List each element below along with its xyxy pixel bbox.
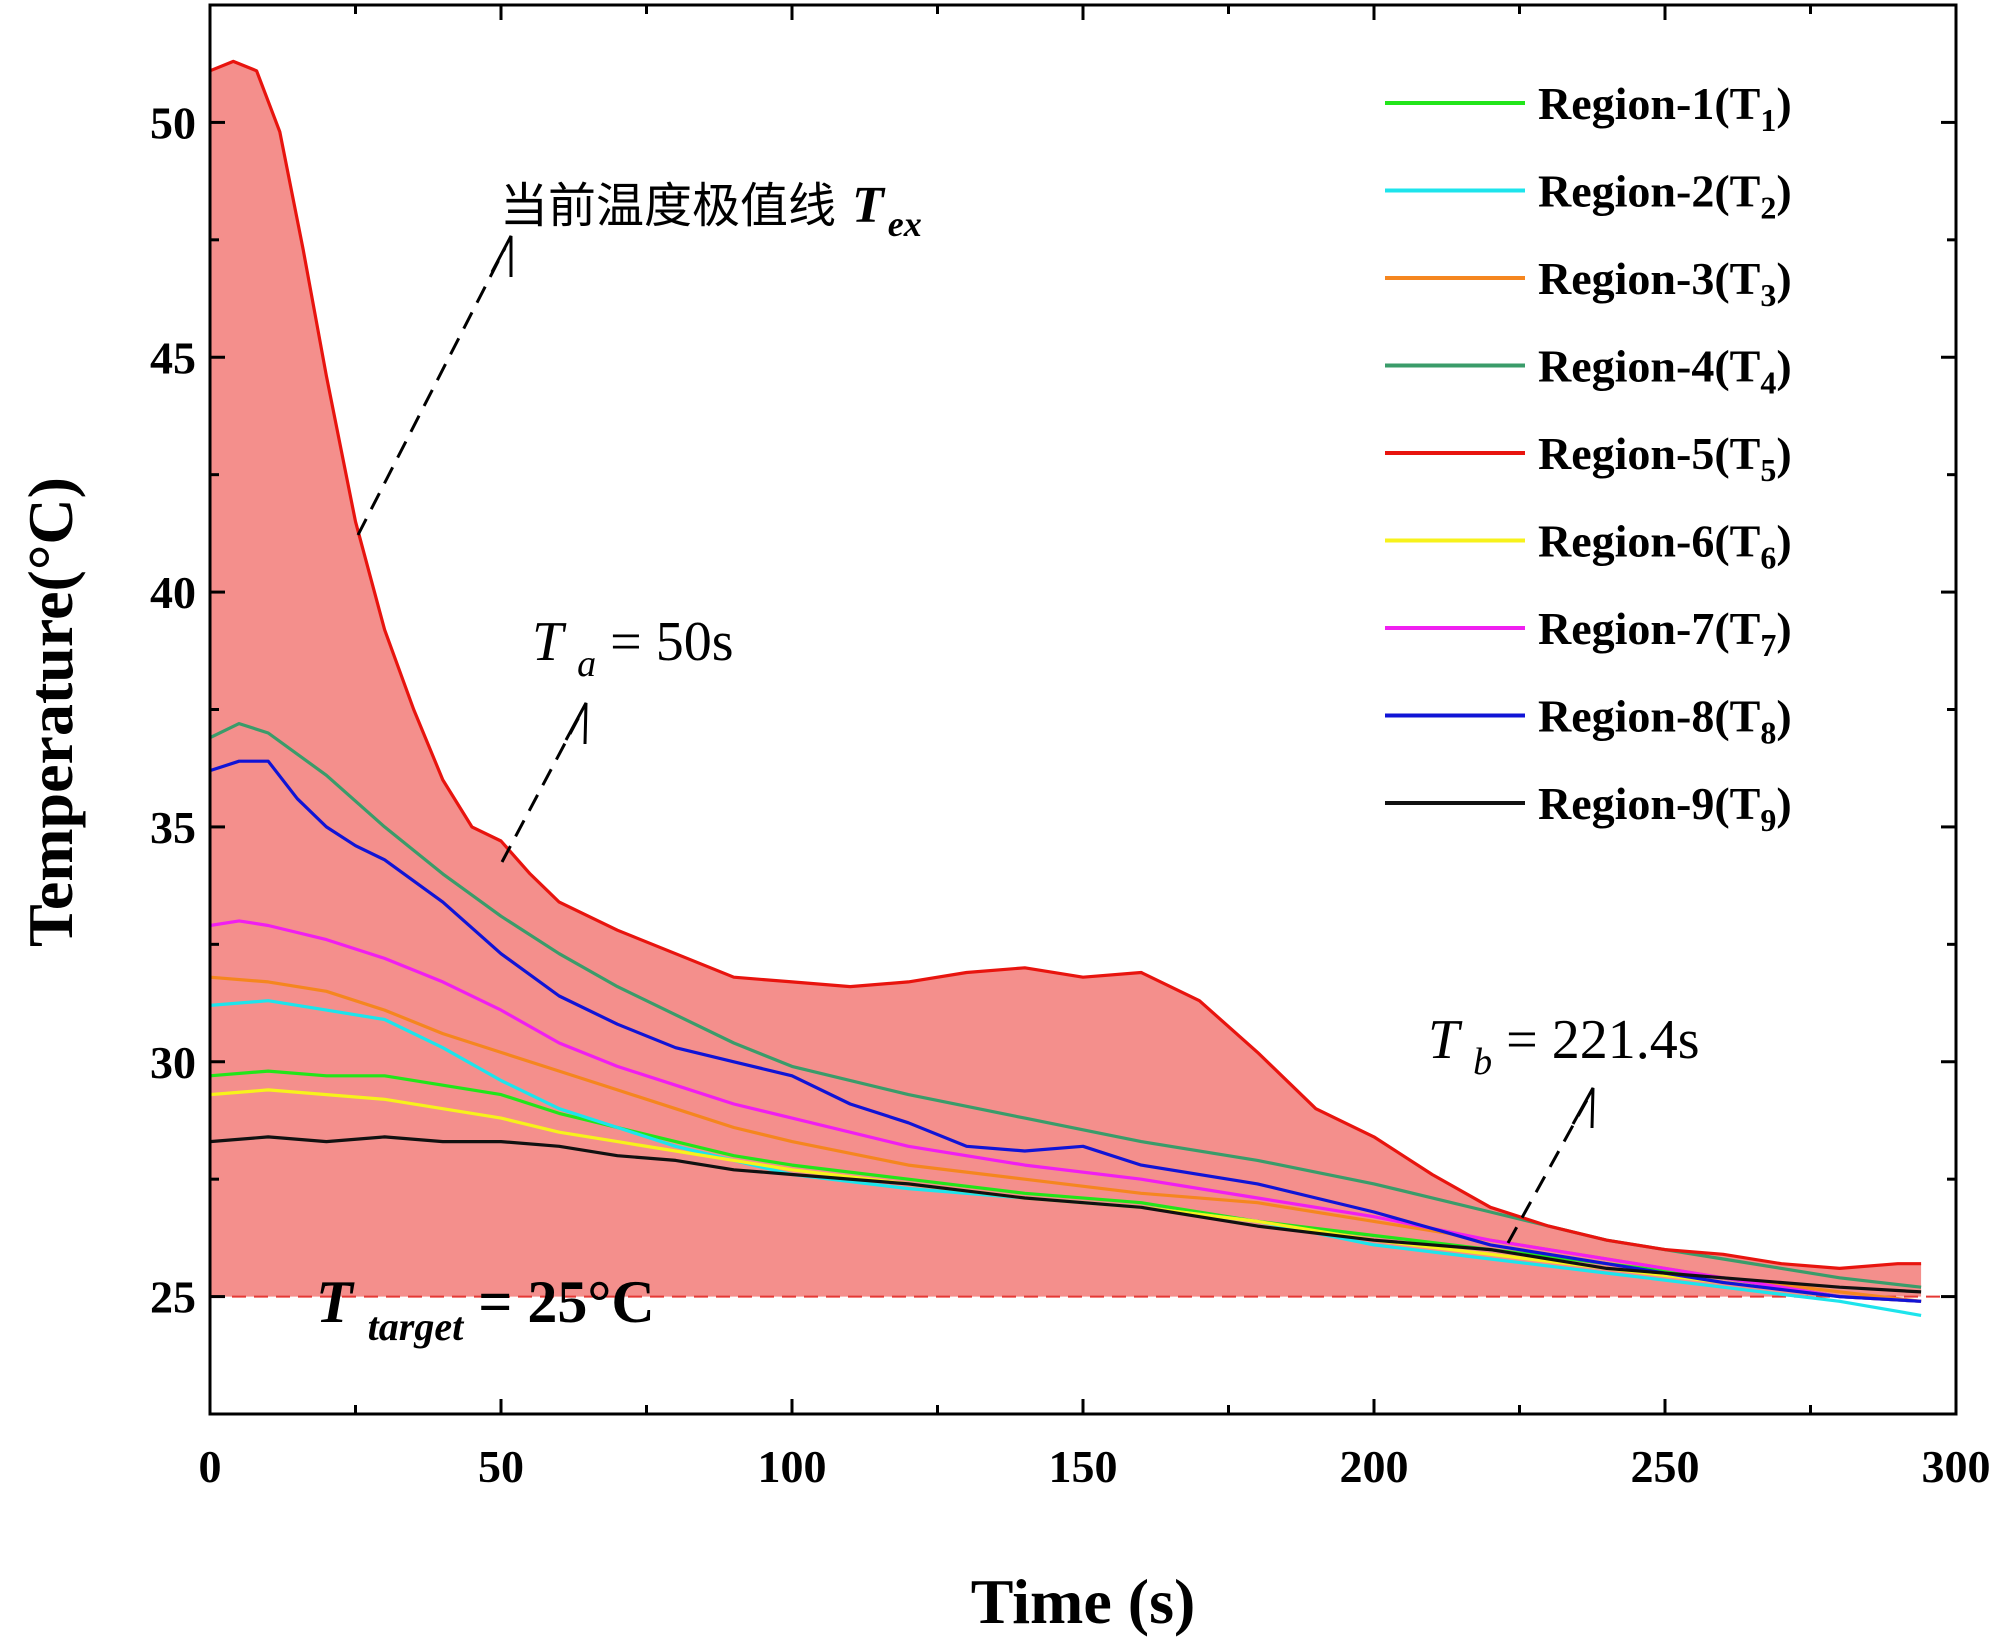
x-tick-label: 50 (478, 1441, 524, 1492)
legend-label-region-5: Region-5(T5) (1538, 428, 1792, 488)
annotation-tex-cn: 当前温度极值线 (500, 178, 836, 234)
series-line-region-5 (209, 59, 1922, 1271)
annotation-tex-sub: ex (888, 204, 922, 244)
annotation-tex: 当前温度极值线 T ex (500, 177, 922, 244)
x-tick-label: 0 (199, 1441, 222, 1492)
y-tick-label: 40 (150, 567, 196, 618)
annotation-tb-rest: = 221.4s (1506, 1009, 1699, 1071)
y-tick-label: 45 (150, 332, 196, 383)
legend-label-region-3: Region-3(T3) (1538, 253, 1792, 313)
annotation-ttarget-rest: = 25°C (478, 1269, 655, 1335)
annotation-tex-symbol: T (852, 177, 886, 234)
y-tick-label: 25 (150, 1272, 196, 1323)
annotation-ttarget-symbol: T (316, 1269, 355, 1335)
annotation-ta-rest: = 50s (610, 611, 733, 673)
annotation-tb-sub: b (1473, 1041, 1492, 1083)
series-lines-layer (209, 59, 1922, 1317)
fill-area-layer (210, 61, 1922, 1297)
x-axis-title: Time (s) (971, 1566, 1196, 1637)
legend-label-region-8: Region-8(T8) (1538, 691, 1792, 751)
x-tick-label: 150 (1049, 1441, 1118, 1492)
legend: Region-1(T1) Region-2(T2) Region-3(T3) Regi… (1385, 78, 1792, 838)
annotation-ttarget-sub: target (368, 1304, 465, 1349)
series-line-region-9 (209, 1135, 1922, 1294)
arrow-tex-line (356, 247, 507, 536)
annotation-ta-sub: a (577, 643, 596, 685)
legend-label-region-9: Region-9(T9) (1538, 778, 1792, 838)
legend-label-region-6: Region-6(T6) (1538, 516, 1792, 576)
annotations-layer: 当前温度极值线 T ex T a = 50s T b = 221.4s T ta… (316, 177, 1700, 1353)
legend-label-region-7: Region-7(T7) (1538, 603, 1792, 663)
legend-label-region-1: Region-1(T1) (1538, 78, 1792, 138)
annotation-ta-symbol: T (532, 611, 567, 673)
y-tick-label: 30 (150, 1037, 196, 1088)
legend-label-region-2: Region-2(T2) (1538, 166, 1792, 226)
x-tick-label: 300 (1922, 1441, 1991, 1492)
annotation-tb: T b = 221.4s (1428, 1009, 1700, 1087)
legend-label-region-4: Region-4(T4) (1538, 341, 1792, 401)
fill-area-region-5 (210, 61, 1922, 1297)
x-tick-label: 200 (1340, 1441, 1409, 1492)
x-tick-label: 100 (758, 1441, 827, 1492)
series-line-region-8 (209, 759, 1922, 1303)
y-axis-title: Temperature(°C) (15, 477, 86, 947)
annotation-tb-symbol: T (1428, 1009, 1463, 1071)
arrow-ta-head (564, 702, 588, 745)
axis-ticks-layer: 0 50 100 150 200 250 300 25 30 35 40 45 50 (150, 3, 1991, 1492)
arrow-tex-head (490, 235, 513, 277)
y-tick-label: 35 (150, 802, 196, 853)
annotation-ttarget: T target = 25°C (316, 1269, 655, 1353)
y-tick-label: 50 (150, 97, 196, 148)
annotation-ta: T a = 50s (532, 611, 734, 689)
x-tick-label: 250 (1631, 1441, 1700, 1492)
arrow-tb-head (1571, 1087, 1595, 1129)
series-line-region-7 (209, 919, 1922, 1303)
